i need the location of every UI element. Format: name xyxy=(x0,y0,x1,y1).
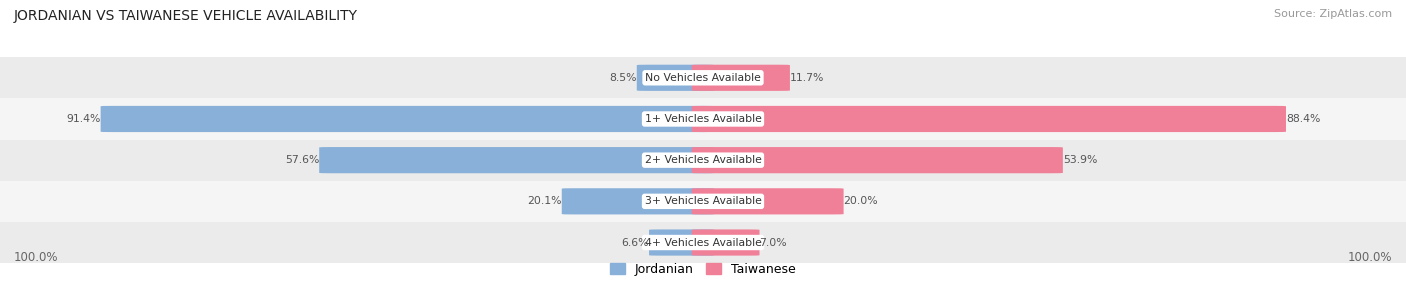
FancyBboxPatch shape xyxy=(692,106,1286,132)
Text: 53.9%: 53.9% xyxy=(1063,155,1097,165)
Text: 11.7%: 11.7% xyxy=(790,73,824,83)
FancyBboxPatch shape xyxy=(650,229,714,256)
FancyBboxPatch shape xyxy=(692,147,1063,173)
Text: 4+ Vehicles Available: 4+ Vehicles Available xyxy=(644,238,762,247)
Bar xyxy=(0,222,1406,263)
FancyBboxPatch shape xyxy=(319,147,714,173)
Text: 20.0%: 20.0% xyxy=(844,196,879,206)
FancyBboxPatch shape xyxy=(101,106,714,132)
Text: 20.1%: 20.1% xyxy=(527,196,562,206)
Text: 6.6%: 6.6% xyxy=(621,238,650,247)
Text: 2+ Vehicles Available: 2+ Vehicles Available xyxy=(644,155,762,165)
Text: 1+ Vehicles Available: 1+ Vehicles Available xyxy=(644,114,762,124)
FancyBboxPatch shape xyxy=(692,188,844,214)
Text: 100.0%: 100.0% xyxy=(1347,251,1392,264)
Text: 100.0%: 100.0% xyxy=(14,251,59,264)
FancyBboxPatch shape xyxy=(692,229,759,256)
Text: 91.4%: 91.4% xyxy=(66,114,101,124)
Bar xyxy=(0,57,1406,98)
FancyBboxPatch shape xyxy=(637,65,714,91)
FancyBboxPatch shape xyxy=(562,188,714,214)
Text: No Vehicles Available: No Vehicles Available xyxy=(645,73,761,83)
Bar xyxy=(0,98,1406,140)
Text: 8.5%: 8.5% xyxy=(609,73,637,83)
Text: 88.4%: 88.4% xyxy=(1286,114,1320,124)
Text: JORDANIAN VS TAIWANESE VEHICLE AVAILABILITY: JORDANIAN VS TAIWANESE VEHICLE AVAILABIL… xyxy=(14,9,359,23)
Text: Source: ZipAtlas.com: Source: ZipAtlas.com xyxy=(1274,9,1392,19)
FancyBboxPatch shape xyxy=(692,65,790,91)
Text: 3+ Vehicles Available: 3+ Vehicles Available xyxy=(644,196,762,206)
Text: 57.6%: 57.6% xyxy=(285,155,319,165)
Text: 7.0%: 7.0% xyxy=(759,238,787,247)
Bar xyxy=(0,181,1406,222)
Bar xyxy=(0,140,1406,181)
Legend: Jordanian, Taiwanese: Jordanian, Taiwanese xyxy=(606,259,800,280)
